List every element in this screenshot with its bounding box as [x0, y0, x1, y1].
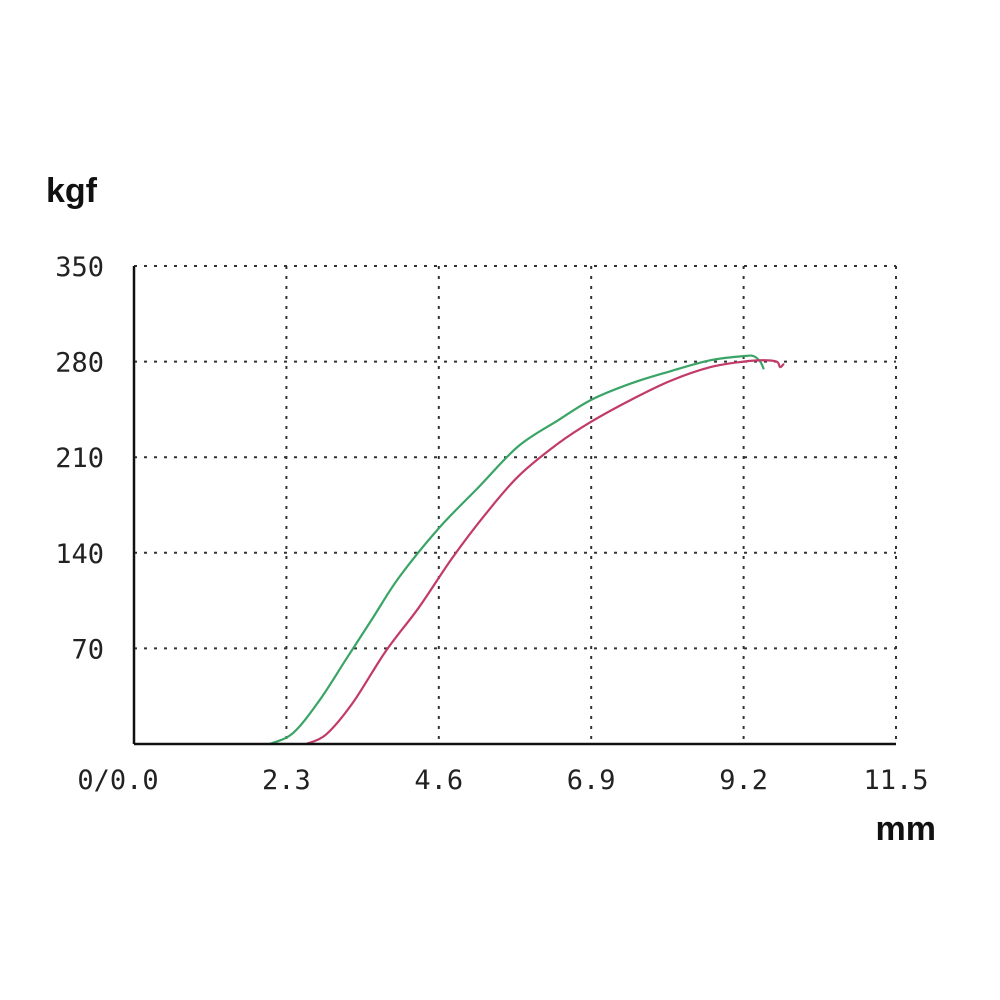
- axes: [132, 266, 896, 746]
- y-tick-label: 140: [55, 539, 104, 570]
- y-axis-unit-label: kgf: [46, 172, 98, 210]
- x-tick-label: 2.3: [262, 765, 311, 796]
- tick-labels: 0/0.0 70 140 210 280 350 2.3 4.6 6.9 9.2 11.5: [55, 252, 928, 796]
- x-tick-label: 6.9: [567, 765, 616, 796]
- y-tick-label: 210: [55, 443, 104, 474]
- y-tick-label: 350: [55, 252, 104, 283]
- series-line-1: [268, 354, 765, 746]
- plot-series: [268, 354, 785, 746]
- x-tick-label: 9.2: [719, 765, 768, 796]
- x-tick-label: 11.5: [863, 765, 928, 796]
- origin-tick-label: 0/0.0: [77, 765, 158, 796]
- y-tick-label: 70: [71, 634, 104, 665]
- y-tick-label: 280: [55, 348, 104, 379]
- grid: [134, 265, 897, 744]
- series-line-2: [305, 359, 785, 746]
- x-axis-unit-label: mm: [876, 810, 936, 848]
- x-tick-label: 4.6: [414, 765, 463, 796]
